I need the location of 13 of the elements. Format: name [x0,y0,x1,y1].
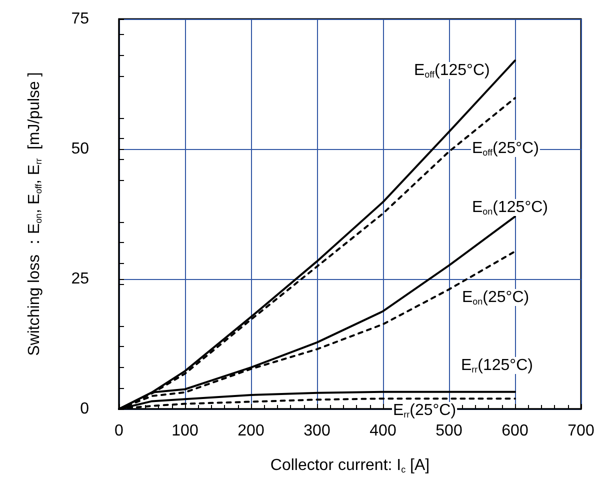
x-tick-label: 400 [370,422,396,440]
y-tick-label: 0 [80,400,90,418]
y-tick-label: 25 [71,270,90,288]
x-tick-label: 0 [114,422,124,440]
x-tick-label: 100 [172,422,198,440]
x-tick-label: 300 [304,422,330,440]
x-tick-label: 700 [568,422,594,440]
x-tick-label: 500 [436,422,462,440]
x-tick-label: 600 [502,422,528,440]
y-axis-title: Switching loss ：Eon, Eoff, Err [mJ/pulse ] [26,72,44,356]
x-tick-label: 200 [238,422,264,440]
y-tick-label: 50 [71,140,90,158]
y-tick-label: 75 [71,10,90,28]
